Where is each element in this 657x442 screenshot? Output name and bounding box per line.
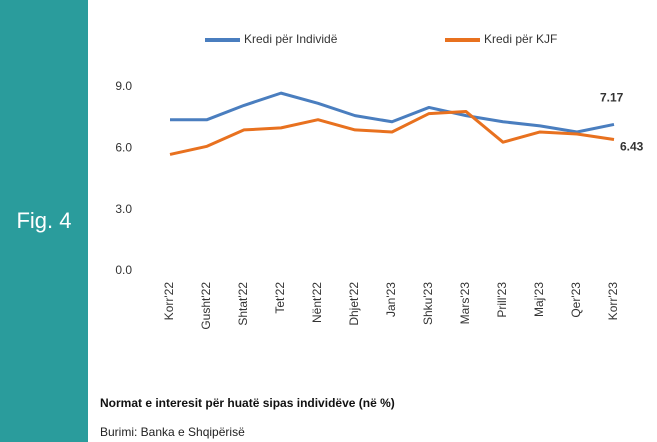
source: Burimi: Banka e Shqipërisë [100,425,245,439]
series-line [170,91,615,134]
x-tick-label: Jan'23 [384,282,398,317]
legend-label: Kredi për Individë [244,32,338,46]
x-tick-label: Korr'22 [162,282,176,321]
x-tick-label: Gusht'22 [199,282,213,330]
x-tick-label: Tet'22 [273,282,287,314]
y-tick-label: 0.0 [115,263,132,277]
x-tick-label: Qer'23 [569,282,583,318]
x-tick-label: Korr'23 [606,282,620,321]
x-tick-label: Shku'23 [421,282,435,325]
x-tick-label: Mars'23 [458,282,472,325]
figure-label: Fig. 4 [16,208,71,233]
x-tick-label: Dhjet'22 [347,282,361,326]
legend-label: Kredi për KJF [484,32,557,46]
y-tick-label: 9.0 [115,79,132,93]
x-tick-label: Maj'23 [532,282,546,317]
data-label: 7.17 [600,91,624,105]
caption: Normat e interesit për huatë sipas indiv… [100,396,395,410]
side-bar [0,0,88,442]
x-tick-label: Shtat'22 [236,282,250,326]
y-tick-label: 3.0 [115,202,132,216]
x-tick-label: Nënt'22 [310,282,324,323]
data-label: 6.43 [620,140,644,154]
series-line [169,110,615,156]
y-tick-label: 6.0 [115,141,132,155]
x-tick-label: Prill'23 [495,282,509,318]
